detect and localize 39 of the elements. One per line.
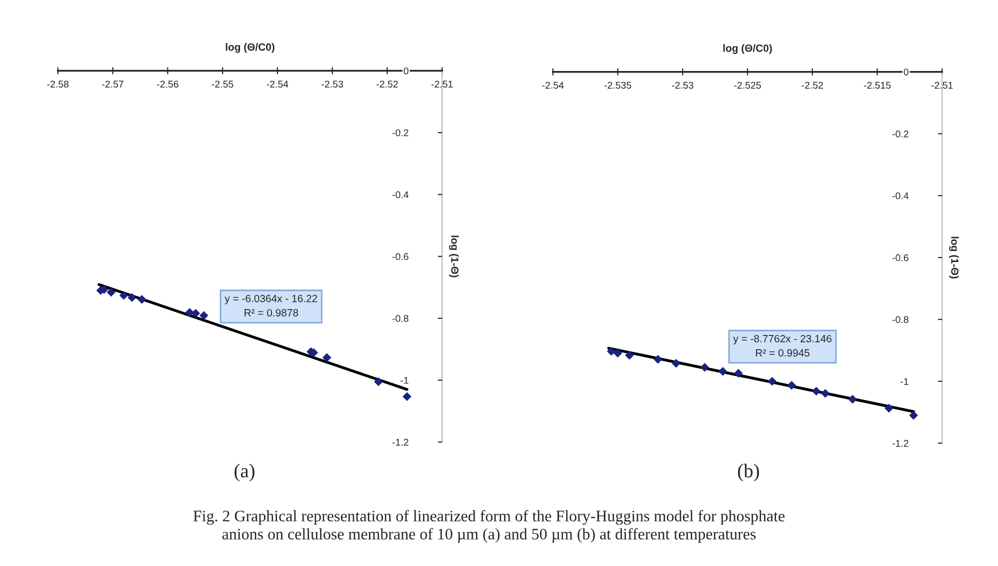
x-tick-label: -2.53 — [672, 82, 694, 89]
x-axis-title: log (Θ/C0) — [226, 43, 274, 53]
y-tick-label: -0.6 — [892, 254, 908, 262]
y-tick-label: -0.2 — [892, 130, 908, 138]
y-tick-label: -0.8 — [392, 315, 408, 322]
y-tick-label: 0 — [904, 68, 908, 76]
point — [812, 386, 821, 396]
annotation: y = -8.7762x - 23.146 R² = 0.9945 — [733, 334, 832, 357]
y-tick-label: -0.8 — [892, 316, 908, 324]
x-tick-label: -2.52 — [802, 82, 823, 89]
y-tick-label: -0.2 — [392, 129, 408, 136]
x-tick-label: -2.58 — [47, 80, 69, 88]
x-tick-label: -2.52 — [376, 80, 398, 88]
x-tick-label: -2.515 — [864, 82, 891, 89]
x-tick-label: -2.54 — [266, 80, 288, 88]
y-tick-label: 0 — [404, 67, 408, 74]
x-tick-label: -2.535 — [604, 82, 632, 89]
x-tick-label: -2.525 — [734, 82, 761, 89]
y-tick-label: -1.2 — [392, 438, 408, 446]
y-tick-label: -1 — [900, 378, 908, 385]
y-tick-label: -0.4 — [392, 191, 408, 198]
x-tick-label: -2.57 — [102, 80, 124, 88]
y-axis-title: log (1-Θ) — [449, 236, 459, 278]
annotation: y = -6.0364x - 16.22 R² = 0.9878 — [224, 294, 318, 316]
y-tick-label: -1.2 — [892, 440, 908, 447]
x-tick-label: -2.54 — [542, 82, 564, 89]
x-tick-label: -2.51 — [431, 80, 453, 88]
y-axis-title: log (1-Θ) — [949, 236, 959, 278]
x-axis-title: log (Θ/C0) — [723, 44, 772, 54]
x-tick-label: -2.53 — [322, 80, 343, 88]
x-tick-label: -2.51 — [931, 82, 953, 89]
text: (a) — [234, 464, 254, 482]
x-tick-label: -2.56 — [157, 80, 178, 88]
text: (b) — [738, 464, 759, 482]
x-tick-label: -2.55 — [212, 80, 234, 88]
caption: Fig. 2 Graphical representation of linearized form of the Flory-Huggins model for phosphate anions on cellulose membrane of 10 µm (a) and 50 µm (b) at different temperatures — [193, 510, 785, 543]
y-tick-label: -0.6 — [392, 253, 408, 260]
y-tick-label: -1 — [400, 376, 408, 384]
y-tick-label: -0.4 — [892, 192, 908, 200]
